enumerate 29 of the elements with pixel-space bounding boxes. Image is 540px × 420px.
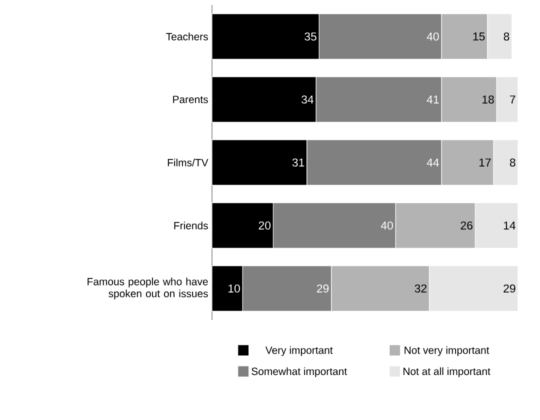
data-label: 34: [302, 95, 314, 104]
data-label: 26: [460, 221, 472, 230]
y-tick-label: Friends: [174, 222, 208, 230]
legend-label: Somewhat important: [252, 367, 347, 378]
data-label: 15: [473, 32, 485, 40]
data-label: 41: [426, 96, 439, 104]
legend-label: Very important: [265, 346, 333, 356]
data-label: 35: [304, 32, 316, 41]
data-label: 18: [482, 95, 494, 104]
data-label: 31: [292, 158, 304, 167]
data-label: 29: [316, 284, 329, 293]
data-label: 40: [426, 32, 439, 41]
legend-label: Not very important: [404, 346, 490, 356]
data-label: 10: [228, 284, 240, 293]
data-label: 8: [510, 158, 516, 167]
data-label: 32: [414, 284, 426, 293]
y-tick-label: Films/TV: [168, 158, 208, 166]
data-label: 14: [504, 222, 516, 230]
legend-label: Not at all important: [404, 367, 490, 378]
data-label: 29: [504, 284, 516, 293]
y-tick-label: Famous people who have spoken out on issues: [88, 278, 208, 300]
data-label: 20: [258, 221, 271, 230]
data-label: 8: [504, 32, 510, 41]
y-tick-label: Teachers: [166, 32, 208, 40]
data-label: 44: [426, 158, 439, 166]
data-label: 7: [510, 96, 516, 104]
data-label: 17: [479, 158, 491, 166]
data-label: 40: [380, 221, 393, 230]
y-tick-label: Parents: [173, 96, 208, 104]
